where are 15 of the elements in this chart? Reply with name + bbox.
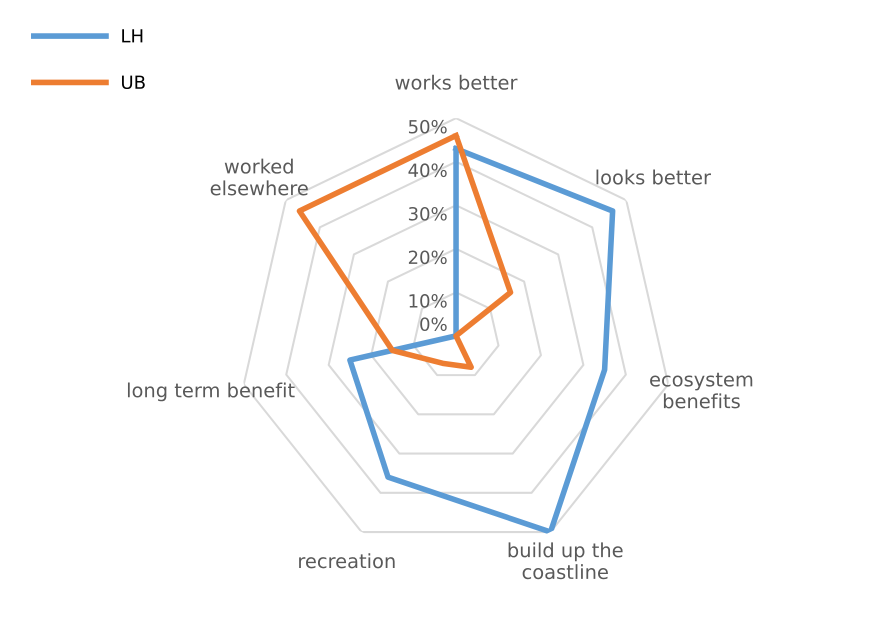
spoke-label: works better	[395, 74, 518, 90]
spoke-label: looks better	[596, 170, 711, 185]
spoke-label: worked elsewhere	[210, 158, 308, 196]
spoke-label: ecosystem benefits	[650, 372, 752, 408]
y-tick-label: 50%	[408, 120, 447, 134]
spoke-label: recreation	[299, 553, 395, 568]
y-tick-label: 20%	[408, 250, 447, 264]
legend-label: LH	[122, 29, 142, 42]
y-tick-label: 30%	[408, 206, 447, 221]
y-tick-label: 10%	[410, 294, 447, 308]
y-tick-label: 0%	[420, 317, 447, 331]
legend-label: UB	[122, 76, 145, 90]
spoke-label: long term benefit	[128, 382, 295, 402]
y-tick-label: 40%	[408, 163, 447, 178]
spoke-label: build up the coastline	[508, 542, 623, 580]
